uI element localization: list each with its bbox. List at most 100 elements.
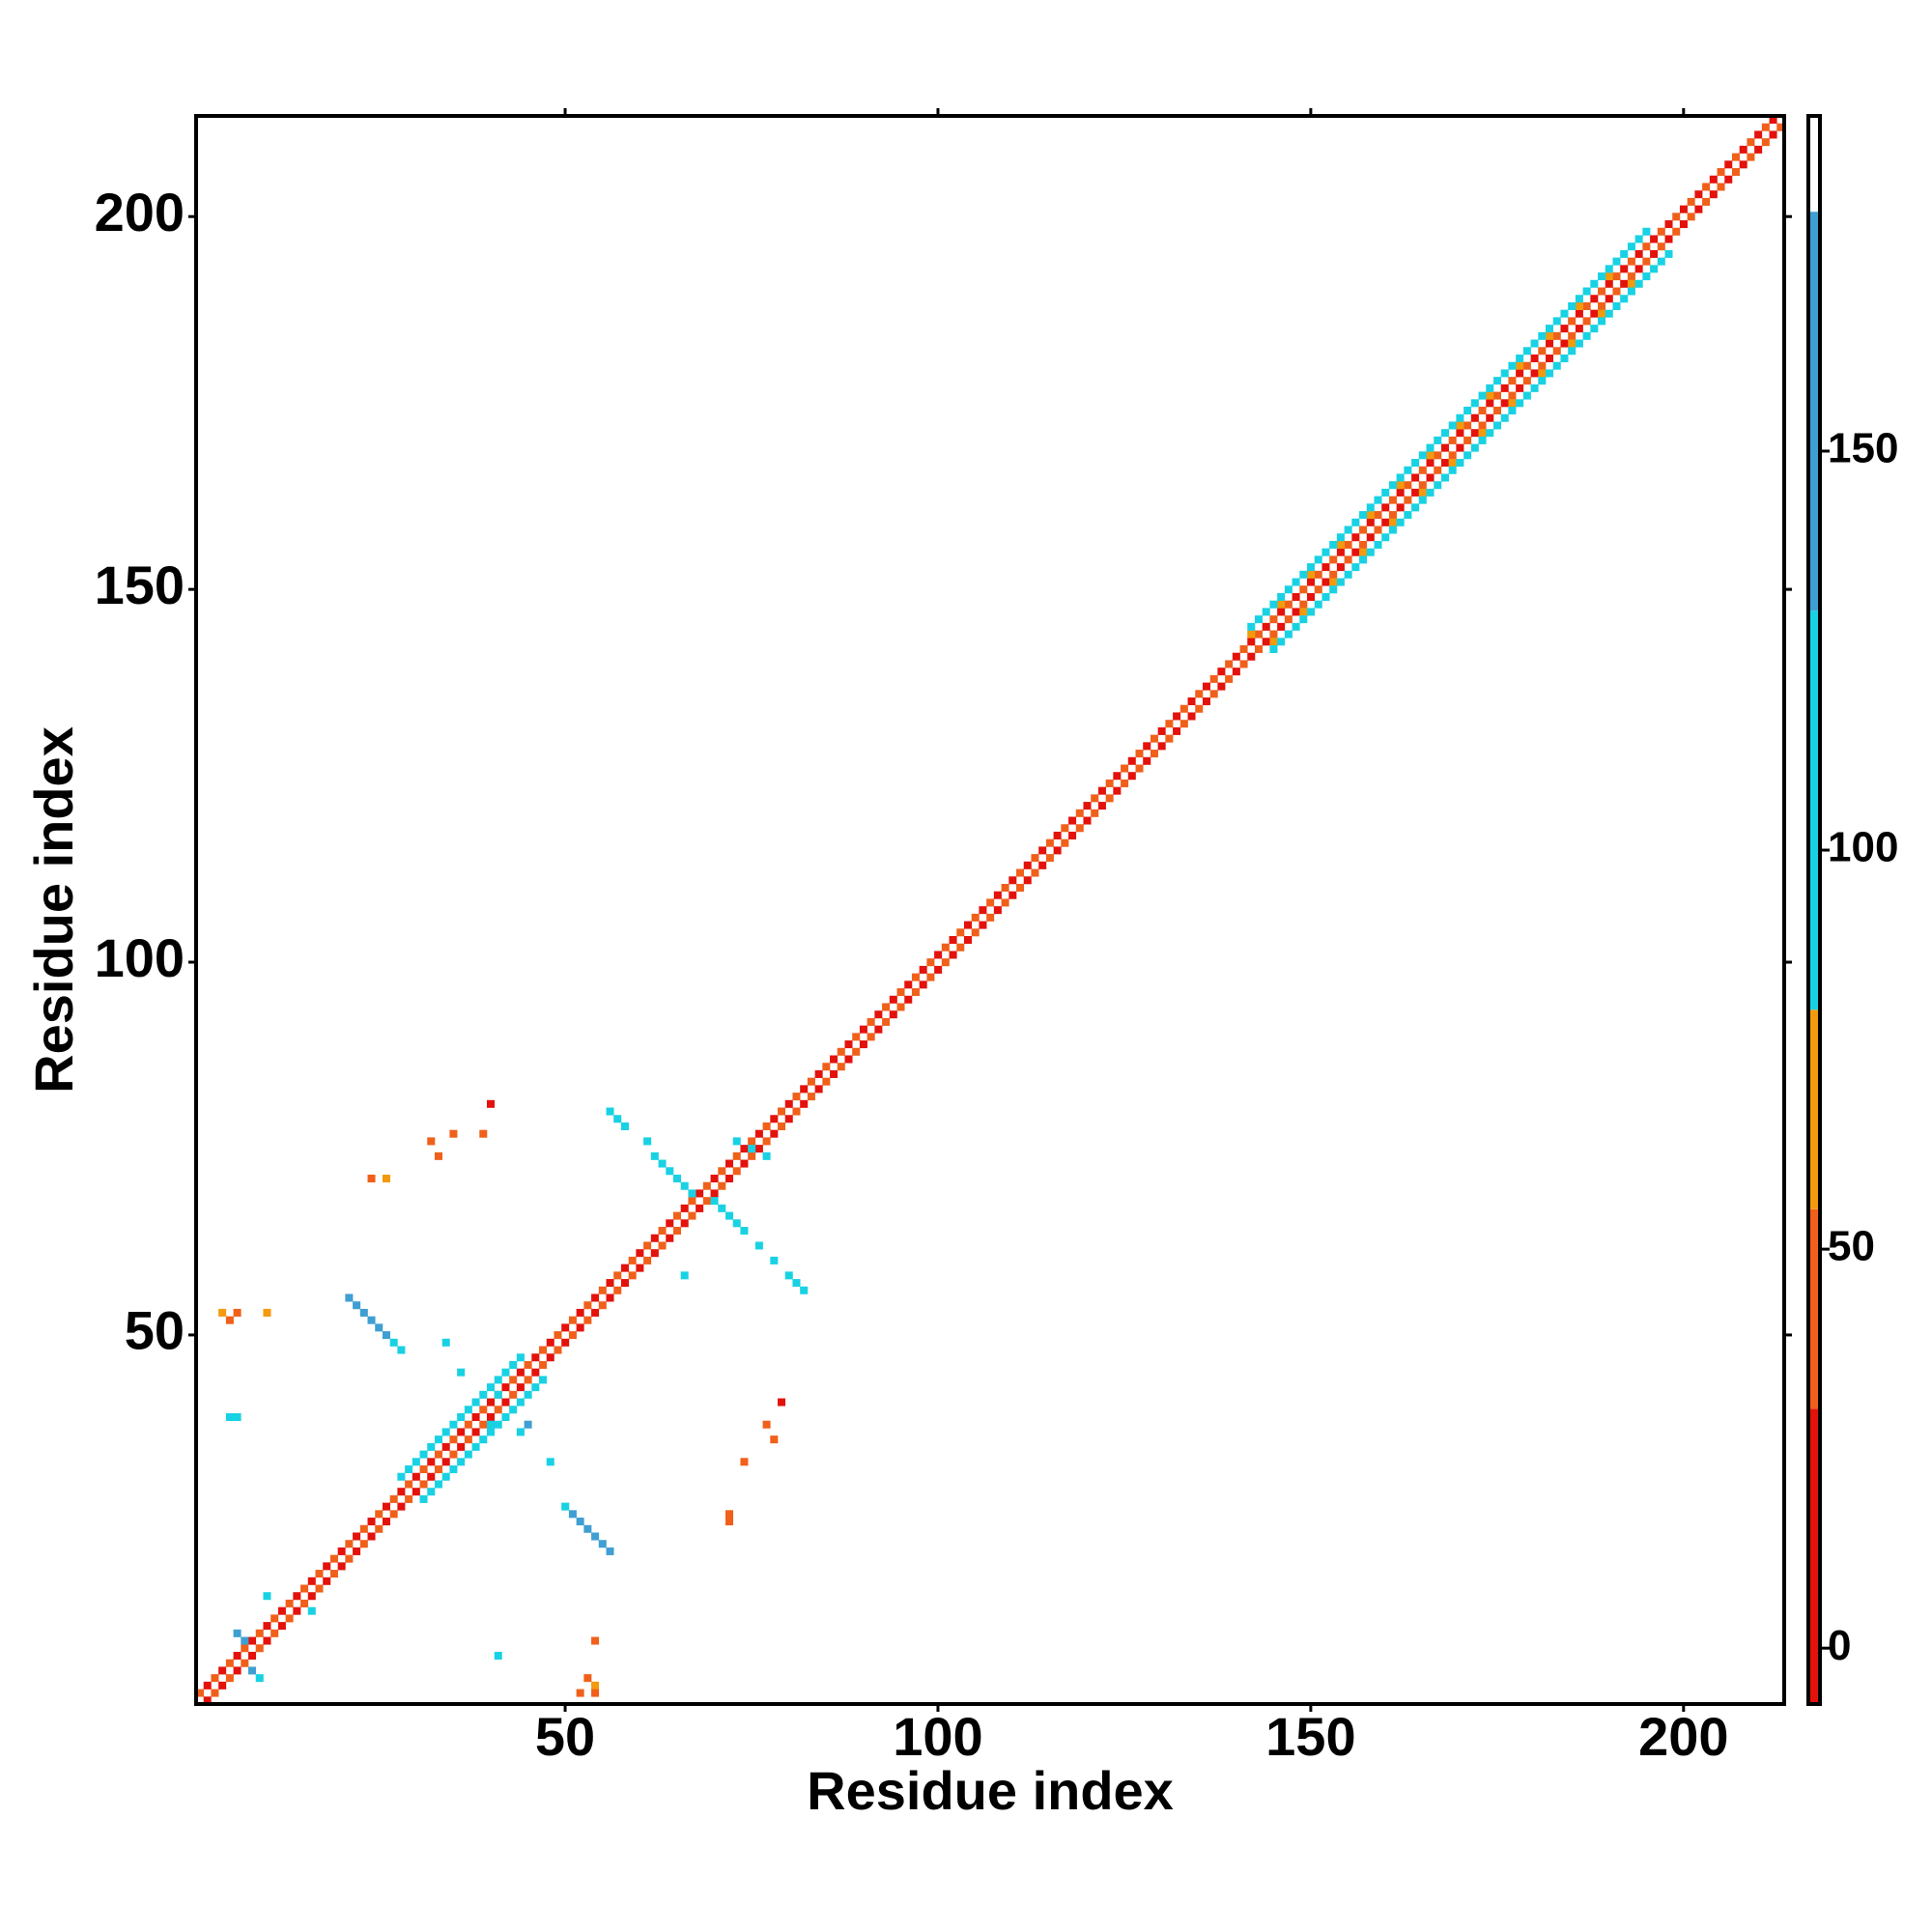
y-tick-label: 200 — [95, 182, 185, 242]
heatmap-cell — [277, 1622, 286, 1631]
heatmap-cell — [494, 1376, 502, 1384]
heatmap-cell — [1530, 354, 1539, 363]
heatmap-cell — [658, 1227, 667, 1236]
heatmap-cell — [1612, 257, 1621, 266]
heatmap-cell — [934, 951, 943, 959]
heatmap-cell — [1478, 421, 1487, 430]
heatmap-cell — [979, 906, 987, 915]
heatmap-cell — [1538, 347, 1547, 355]
heatmap-cell — [457, 1412, 466, 1422]
heatmap-cell — [1202, 682, 1210, 691]
heatmap-cell — [963, 921, 973, 929]
heatmap-cell — [397, 1488, 406, 1496]
heatmap-cell — [650, 1234, 659, 1242]
heatmap-cell — [441, 1442, 450, 1451]
heatmap-cell — [666, 1167, 674, 1176]
heatmap-cell — [598, 1540, 607, 1548]
heatmap-cell — [725, 1159, 734, 1168]
heatmap-cell — [211, 1674, 219, 1683]
colorbar-segment — [1808, 1009, 1820, 1209]
heatmap-cell — [1187, 697, 1196, 706]
heatmap-cell — [1627, 257, 1635, 266]
heatmap-cell — [837, 1063, 845, 1071]
heatmap-cell — [1598, 272, 1606, 281]
heatmap-cell — [1627, 272, 1635, 281]
heatmap-cell — [1351, 563, 1360, 572]
heatmap-cell — [591, 1689, 600, 1697]
heatmap-cell — [1426, 451, 1435, 460]
heatmap-cell — [546, 1338, 554, 1347]
heatmap-cell — [479, 1390, 488, 1399]
heatmap-cell — [412, 1458, 420, 1466]
heatmap-cell — [1336, 548, 1345, 556]
heatmap-cell — [754, 1129, 763, 1138]
heatmap-cell — [1434, 451, 1442, 460]
heatmap-cell — [539, 1376, 548, 1384]
heatmap-cell — [539, 1346, 548, 1354]
heatmap-cell — [993, 906, 1002, 915]
heatmap-cell — [1478, 407, 1487, 415]
heatmap-cell — [650, 1151, 659, 1160]
heatmap-cell — [1508, 377, 1517, 385]
heatmap-cell — [859, 1025, 867, 1034]
heatmap-cell — [1664, 235, 1673, 243]
heatmap-cell — [725, 1510, 734, 1519]
heatmap-cell — [800, 1286, 809, 1294]
heatmap-cell — [1091, 794, 1099, 803]
heatmap-cell — [367, 1518, 376, 1526]
heatmap-cell — [1575, 301, 1583, 310]
heatmap-cell — [1396, 473, 1405, 482]
heatmap-cell — [1747, 153, 1755, 161]
heatmap-cell — [1568, 301, 1577, 310]
colorbar-tick-label: 50 — [1828, 1223, 1875, 1270]
heatmap-cell — [1121, 779, 1129, 787]
heatmap-cell — [255, 1644, 264, 1653]
heatmap-cell — [792, 1107, 801, 1116]
heatmap-cell — [1239, 645, 1248, 654]
heatmap-cell — [1068, 831, 1077, 839]
heatmap-cell — [1500, 413, 1509, 422]
heatmap-cell — [606, 1107, 614, 1116]
heatmap-cell — [1582, 331, 1591, 340]
heatmap-cell — [568, 1331, 577, 1340]
heatmap-cell — [345, 1293, 354, 1302]
heatmap-cell — [471, 1442, 480, 1451]
heatmap-cell — [487, 1428, 496, 1436]
heatmap-cell — [1486, 399, 1494, 408]
heatmap-cell — [1440, 443, 1449, 452]
heatmap-cell — [666, 1234, 674, 1242]
heatmap-cell — [591, 1681, 600, 1690]
heatmap-cell — [1463, 407, 1472, 415]
heatmap-cell — [620, 1279, 629, 1288]
colorbar-segment — [1808, 1208, 1820, 1409]
heatmap-cell — [1598, 309, 1606, 318]
heatmap-cell — [1434, 436, 1442, 444]
heatmap-cell — [1486, 413, 1494, 422]
heatmap-cell — [1552, 331, 1561, 340]
heatmap-cell — [1247, 638, 1256, 646]
heatmap-cell — [1269, 600, 1278, 609]
heatmap-cell — [1388, 518, 1397, 526]
heatmap-cell — [509, 1406, 518, 1414]
heatmap-cell — [576, 1689, 584, 1697]
heatmap-cell — [591, 1532, 600, 1541]
heatmap-cell — [1731, 153, 1740, 161]
heatmap-cell — [1247, 630, 1256, 639]
heatmap-cell — [375, 1524, 384, 1533]
heatmap-cell — [1426, 473, 1435, 482]
heatmap-cell — [702, 1197, 711, 1206]
heatmap-cell — [1396, 488, 1405, 497]
heatmap-cell — [1634, 265, 1643, 273]
heatmap-cell — [1023, 861, 1032, 869]
heatmap-cell — [896, 1003, 905, 1011]
heatmap-cell — [911, 973, 920, 981]
heatmap-cell — [926, 958, 935, 967]
heatmap-cell — [487, 1383, 496, 1392]
heatmap-cell — [307, 1577, 316, 1585]
heatmap-cell — [345, 1540, 354, 1548]
heatmap-cell — [1396, 518, 1405, 526]
heatmap-cell — [919, 980, 927, 989]
heatmap-cell — [1486, 391, 1494, 400]
heatmap-cell — [1634, 235, 1643, 243]
heatmap-cell — [248, 1636, 257, 1645]
